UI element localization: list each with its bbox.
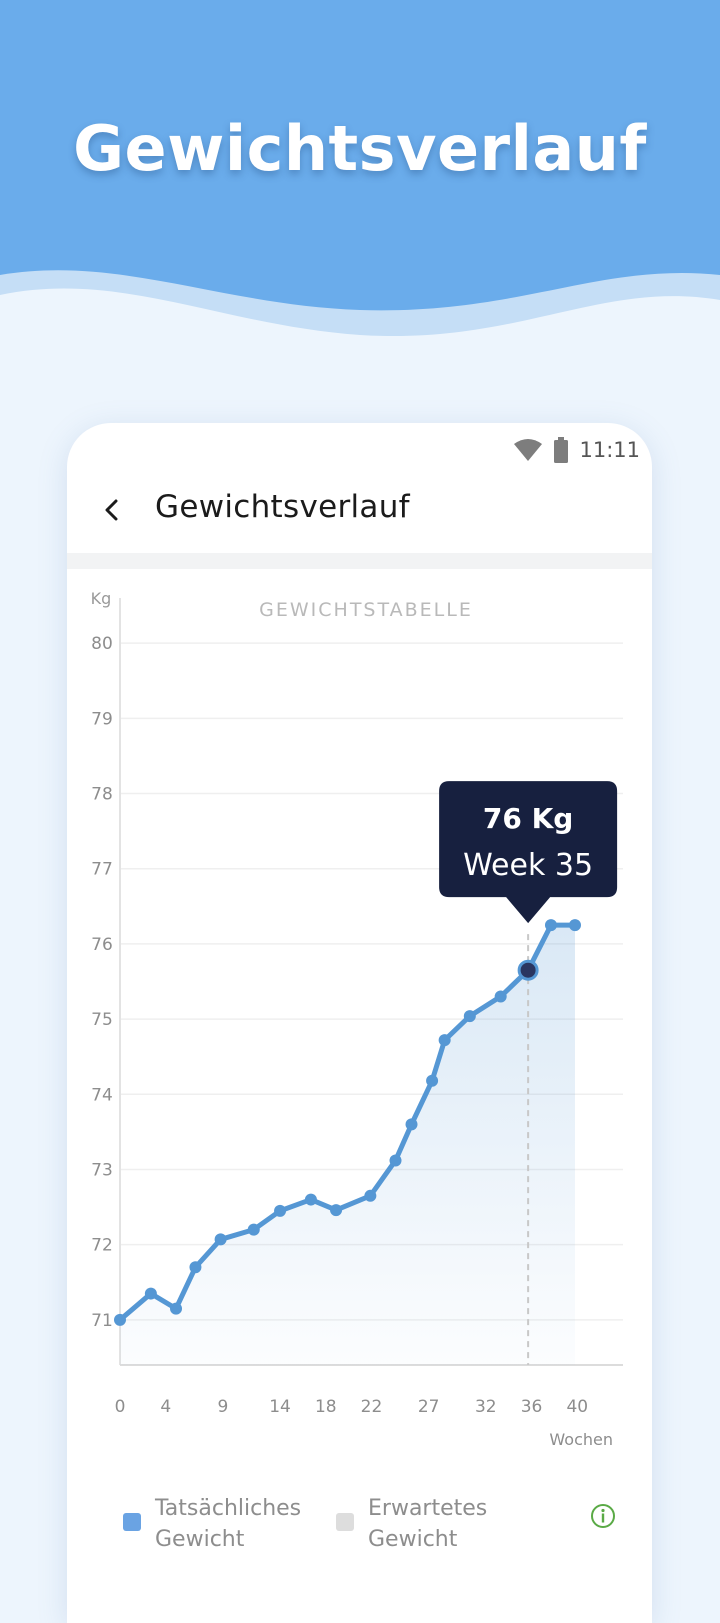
x-tick-label: 9 [217, 1397, 228, 1417]
y-tick-label: 75 [91, 1010, 113, 1030]
page-title: Gewichtsverlauf [155, 489, 410, 525]
data-point [114, 1313, 126, 1326]
legend-label-actual: Tatsächliches Gewicht [155, 1496, 302, 1552]
weight-chart: GEWICHTSTABELLE Kg Wochen 71 72 73 74 75 76 77… [91, 589, 623, 1449]
data-point [426, 1074, 439, 1087]
data-point [364, 1189, 377, 1202]
legend-swatch-actual [123, 1513, 141, 1531]
data-point [494, 990, 507, 1003]
y-tick-label: 78 [91, 785, 113, 805]
data-point [405, 1118, 418, 1131]
tooltip-label: Week 35 [463, 848, 593, 883]
y-tick-label: 72 [91, 1236, 113, 1256]
phone-frame: 11:11 Gewichtsverlauf GEWICHTSTABELLE Kg… [67, 423, 652, 1623]
data-point [274, 1204, 287, 1217]
chevron-left-icon[interactable] [97, 493, 129, 527]
hero-title: Gewichtsverlauf [73, 112, 647, 185]
x-tick-labels: 0 4 9 14 18 22 27 32 36 40 [115, 1397, 589, 1417]
wifi-icon [514, 439, 543, 461]
data-point [389, 1154, 402, 1167]
info-icon[interactable] [590, 1503, 616, 1529]
data-point [170, 1302, 183, 1315]
y-tick-label: 74 [91, 1085, 113, 1105]
x-tick-label: 4 [160, 1397, 171, 1417]
y-tick-label: 71 [91, 1311, 113, 1331]
tooltip-value: 76 Kg [483, 802, 573, 835]
legend-swatch-expected [336, 1513, 354, 1531]
data-point [330, 1204, 343, 1217]
x-tick-label: 40 [566, 1397, 588, 1417]
x-tick-label: 22 [361, 1397, 383, 1417]
legend-item-actual[interactable]: Tatsächliches Gewicht [123, 1493, 305, 1555]
tooltip: 76 Kg Week 35 [439, 781, 618, 924]
x-tick-label: 32 [475, 1397, 497, 1417]
data-point [463, 1010, 476, 1023]
y-tick-label: 77 [91, 860, 113, 880]
legend-item-expected[interactable]: Erwartetes Gewicht [336, 1493, 518, 1555]
legend-label-expected: Erwartetes Gewicht [368, 1496, 488, 1552]
chart-legend: Tatsächliches Gewicht Erwartetes Gewicht [67, 1493, 652, 1573]
tooltip-box [439, 781, 618, 924]
data-point [214, 1233, 227, 1246]
status-time: 11:11 [579, 438, 640, 462]
x-axis-label: Wochen [549, 1430, 613, 1449]
y-tick-label: 80 [91, 634, 113, 654]
y-tick-label: 73 [91, 1160, 113, 1180]
status-bar: 11:11 [513, 435, 640, 465]
y-tick-label: 79 [91, 709, 113, 729]
data-point [247, 1223, 260, 1236]
hero-wave-background [0, 0, 720, 337]
battery-icon [554, 437, 569, 463]
x-tick-label: 18 [315, 1397, 337, 1417]
data-point [189, 1261, 202, 1274]
data-points [114, 919, 581, 1326]
data-point [544, 919, 557, 932]
y-tick-label: 76 [91, 935, 113, 955]
data-point [438, 1034, 451, 1047]
data-point [144, 1287, 157, 1300]
app-bar-divider [67, 553, 652, 569]
y-axis-label: Kg [91, 589, 112, 608]
y-tick-labels: 71 72 73 74 75 76 77 78 79 80 [91, 634, 113, 1331]
data-point [304, 1193, 317, 1206]
x-tick-label: 0 [115, 1397, 126, 1417]
hero-banner: Gewichtsverlauf [0, 0, 720, 345]
data-point [568, 919, 581, 932]
x-tick-label: 36 [521, 1397, 543, 1417]
app-bar: Gewichtsverlauf [67, 471, 652, 549]
x-tick-label: 27 [418, 1397, 440, 1417]
weight-area-fill [120, 925, 575, 1365]
data-point-selected [517, 959, 539, 981]
chart-title: GEWICHTSTABELLE [259, 599, 473, 621]
x-tick-label: 14 [269, 1397, 291, 1417]
